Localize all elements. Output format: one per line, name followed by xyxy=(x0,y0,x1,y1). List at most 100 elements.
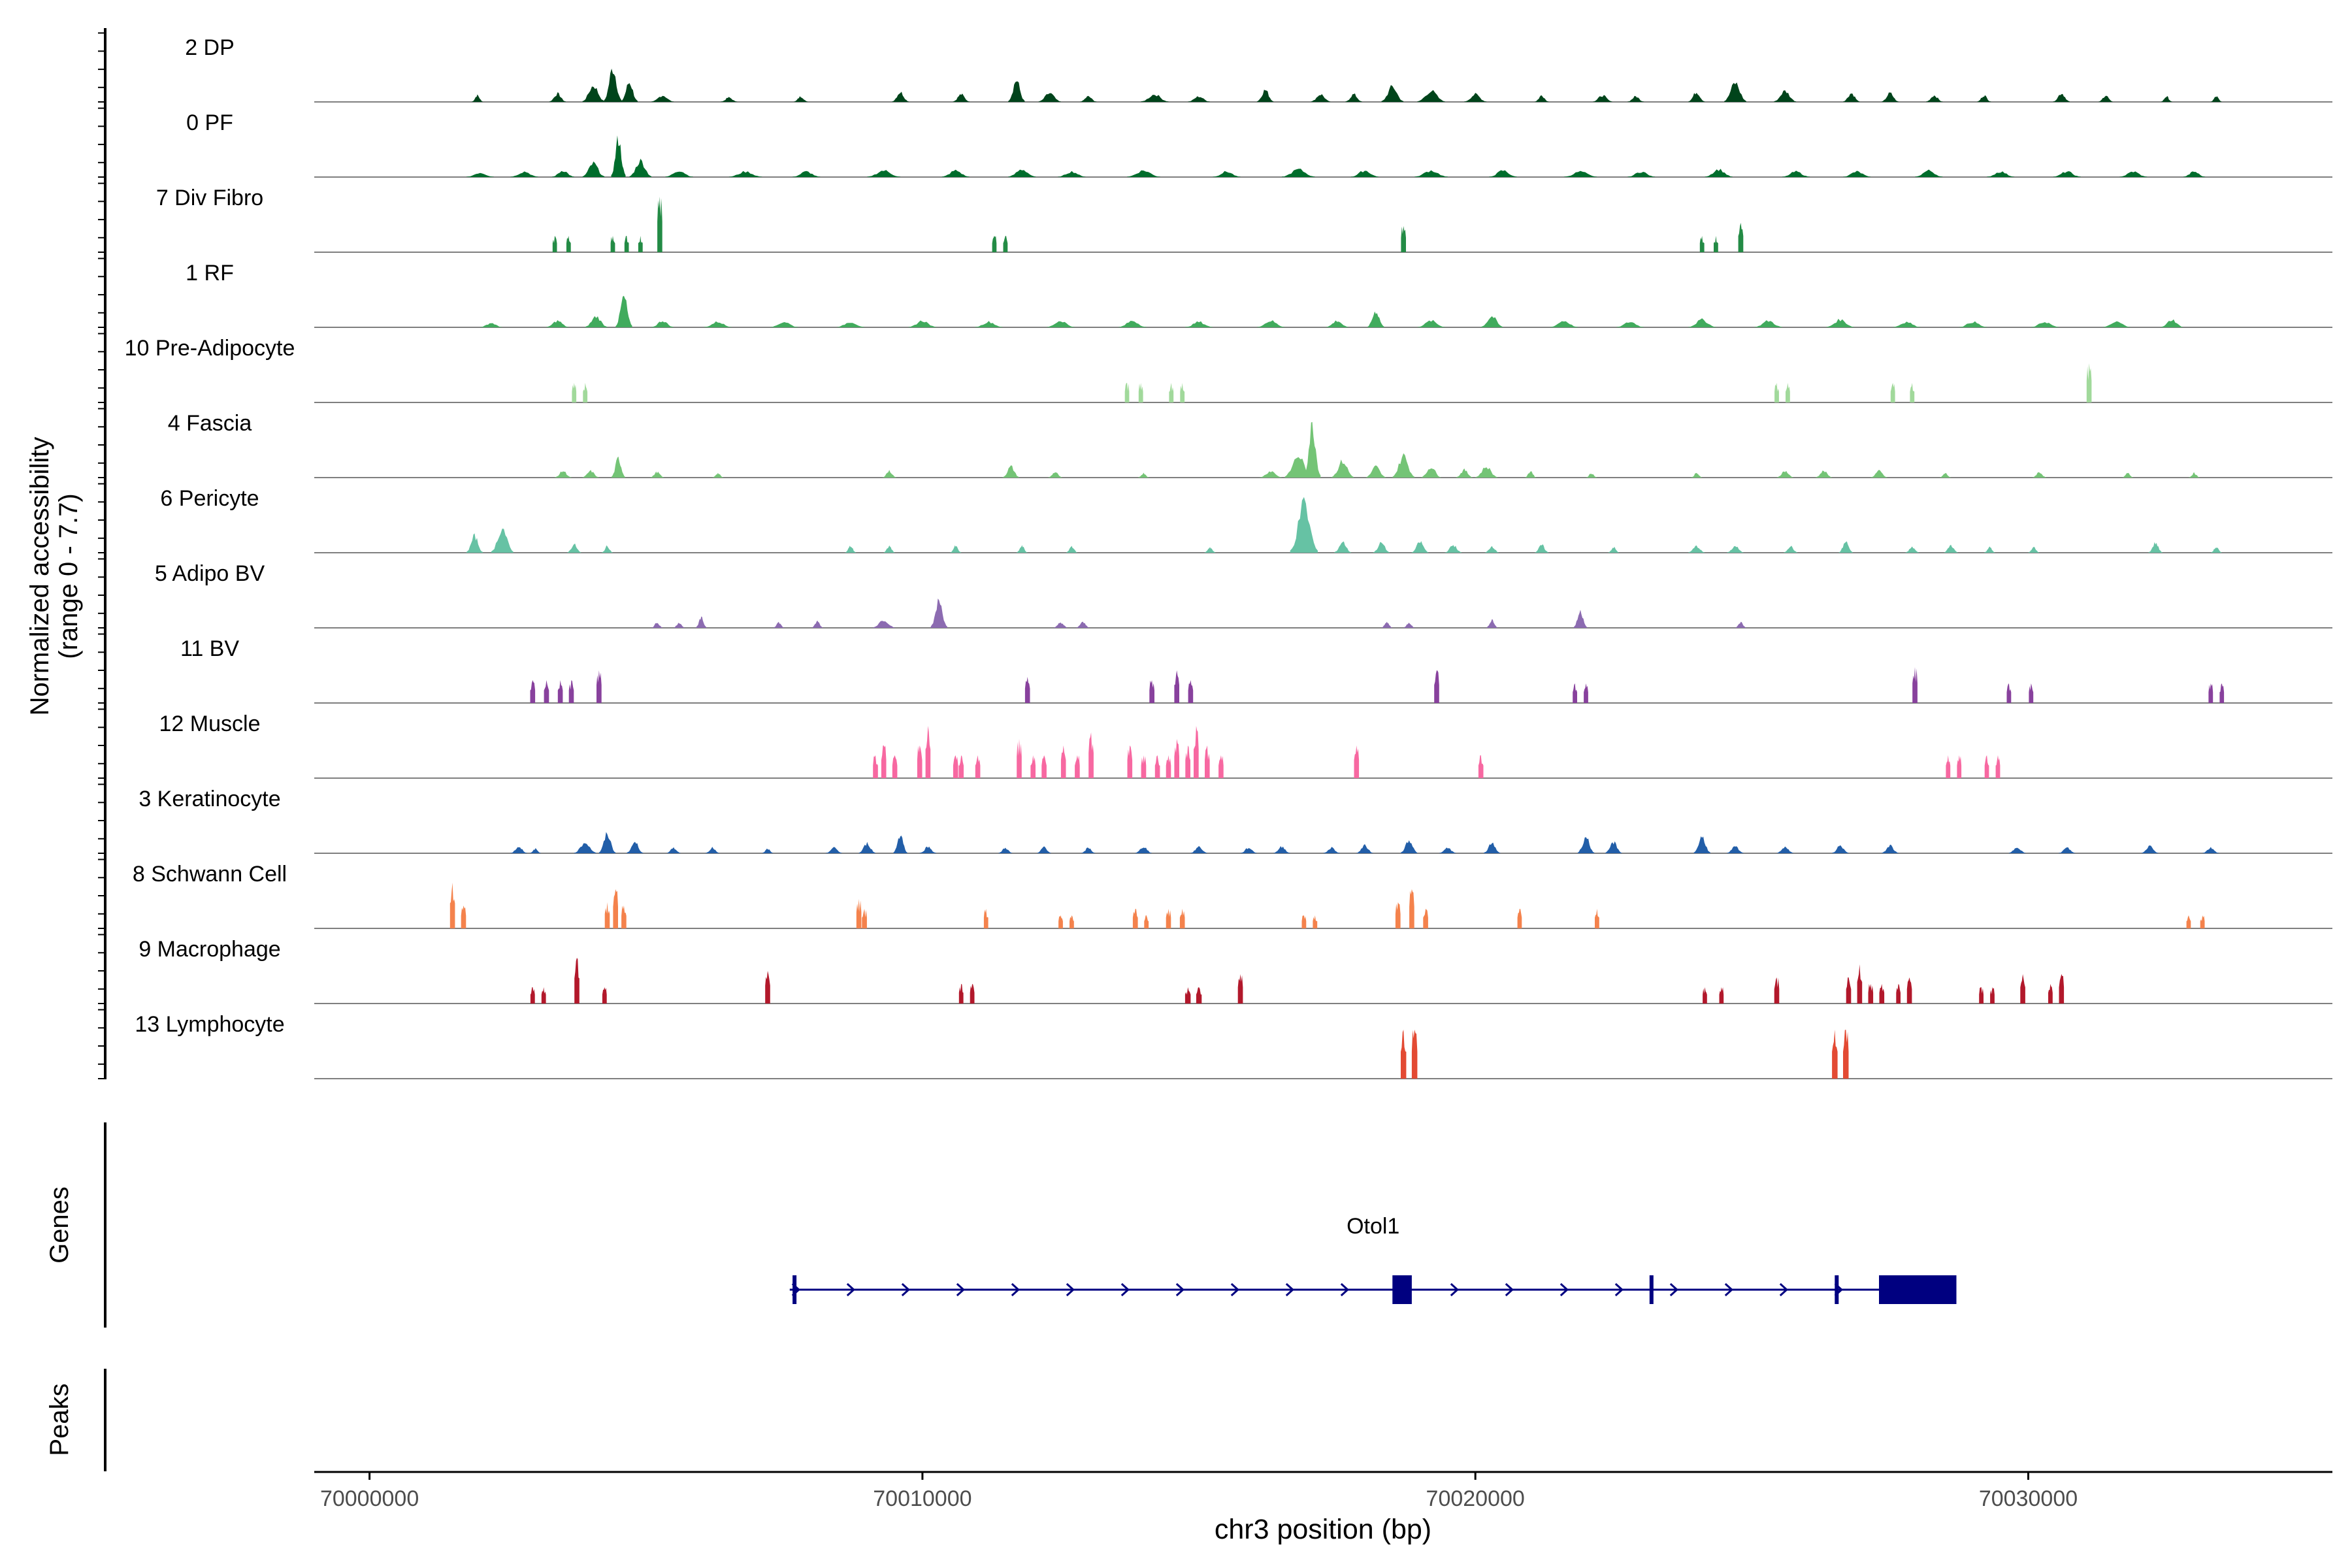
coverage-peak xyxy=(2148,542,2163,553)
coverage-peak xyxy=(1401,840,1418,853)
track-label: 7 Div Fibro xyxy=(156,186,263,210)
coverage-peak xyxy=(1483,842,1501,853)
coverage-peak xyxy=(1350,171,1379,177)
coverage-peak xyxy=(1984,546,1995,553)
track-label: 10 Pre-Adipocyte xyxy=(125,336,295,361)
coverage-peak xyxy=(466,533,483,553)
coverage-peak xyxy=(604,69,622,102)
coverage-peak xyxy=(1138,472,1149,478)
coverage-peak xyxy=(1024,677,1030,703)
coverage-peak xyxy=(1456,468,1473,478)
coverage-peak xyxy=(1326,320,1348,327)
coverage-peak xyxy=(1699,236,1705,252)
track-1-rf: 1 RF xyxy=(186,261,2332,328)
coverage-peak xyxy=(1381,621,1393,628)
coverage-peak xyxy=(627,841,644,853)
coverage-peak xyxy=(998,847,1013,853)
coverage-peak xyxy=(862,909,867,928)
coverage-peak xyxy=(1127,745,1133,778)
coverage-peak xyxy=(2008,847,2026,853)
coverage-peak xyxy=(1185,745,1190,778)
coverage-peak xyxy=(728,171,762,177)
coverage-peak xyxy=(2059,847,2076,853)
coverage-peak xyxy=(917,745,923,778)
coverage-peak xyxy=(1417,319,1445,327)
coverage-peak xyxy=(1906,977,1912,1004)
coverage-peak xyxy=(480,323,502,327)
coverage-peak xyxy=(2102,321,2131,327)
strand-arrow-icon xyxy=(1505,1282,1514,1297)
coverage-peak xyxy=(1401,226,1406,252)
coverage-peak xyxy=(1174,739,1179,778)
coverage-peak xyxy=(1366,465,1386,478)
coverage-peak xyxy=(1124,383,1130,402)
x-axis-tick-label: 70030000 xyxy=(1979,1486,2078,1511)
coverage-peak xyxy=(1979,987,1984,1004)
coverage-peak xyxy=(1080,95,1097,102)
coverage-peak xyxy=(1401,1030,1407,1079)
gene-model: Otol1 xyxy=(789,1214,1957,1304)
coverage-peak xyxy=(574,843,596,853)
track-label: 8 Schwann Cell xyxy=(133,862,287,887)
coverage-peak xyxy=(611,135,626,177)
coverage-peak xyxy=(621,906,627,928)
coverage-peak xyxy=(1273,846,1290,853)
strand-arrow-icon xyxy=(846,1282,856,1297)
coverage-peak xyxy=(1688,93,1705,102)
coverage-peak xyxy=(867,170,901,177)
coverage-peak xyxy=(555,471,572,478)
x-axis-tick-label: 70000000 xyxy=(320,1486,419,1511)
coverage-peak xyxy=(1058,915,1063,928)
coverage-peak xyxy=(572,383,577,402)
y-axis-label-line1: Normalized accessibility xyxy=(25,437,54,716)
coverage-peak xyxy=(582,161,605,177)
coverage-peak xyxy=(925,726,931,778)
coverage-peak xyxy=(705,847,719,853)
track-label: 2 DP xyxy=(185,35,235,60)
x-axis-tick-label: 70010000 xyxy=(873,1486,972,1511)
coverage-peak xyxy=(1946,755,1951,778)
coverage-peak xyxy=(2029,683,2034,703)
coverage-peak xyxy=(892,91,909,102)
coverage-peak xyxy=(1041,755,1047,778)
coverage-peak xyxy=(602,545,613,553)
position-x-axis: 70000000 70010000 70020000 70030000 xyxy=(314,1471,2332,1511)
coverage-peak xyxy=(510,171,538,177)
coverage-peak xyxy=(836,323,865,327)
coverage-peak xyxy=(1595,909,1599,928)
gene-exon xyxy=(1835,1275,1839,1304)
coverage-peak xyxy=(1008,81,1025,102)
coverage-peak xyxy=(596,670,602,703)
accessibility-y-axis xyxy=(98,28,106,1079)
coverage-peak xyxy=(611,456,625,478)
coverage-peak xyxy=(1282,169,1315,177)
track-11-bv: 11 BV xyxy=(180,636,2332,704)
coverage-peak xyxy=(1868,984,1874,1004)
track-4-fascia: 4 Fascia xyxy=(168,411,2332,478)
strand-arrow-icon xyxy=(1285,1282,1295,1297)
coverage-peak xyxy=(2219,683,2225,703)
coverage-peak xyxy=(466,172,494,177)
strand-arrow-icon xyxy=(1066,1282,1075,1297)
coverage-peak xyxy=(1141,755,1147,778)
coverage-peak xyxy=(1313,915,1318,928)
track-5-adipo-bv: 5 Adipo BV xyxy=(155,561,2332,629)
track-label: 4 Fascia xyxy=(168,411,252,436)
coverage-peak xyxy=(583,383,588,402)
coverage-peak xyxy=(1070,915,1074,928)
track-label: 5 Adipo BV xyxy=(155,561,265,586)
coverage-peak xyxy=(1290,497,1318,553)
coverage-peak xyxy=(2053,93,2070,102)
coverage-peak xyxy=(1345,93,1362,102)
strand-arrow-icon xyxy=(1175,1282,1185,1297)
coverage-peak xyxy=(1774,90,1797,102)
coverage-peak xyxy=(2006,683,2012,703)
coverage-peak xyxy=(1577,837,1595,853)
coverage-peak xyxy=(1944,544,1958,553)
coverage-peak xyxy=(765,971,770,1004)
coverage-peak xyxy=(1354,745,1360,778)
genes-label: Genes xyxy=(45,1186,74,1264)
coverage-peak xyxy=(1166,755,1171,778)
track-0-pf: 0 PF xyxy=(186,110,2332,178)
coverage-peak xyxy=(2161,319,2183,327)
